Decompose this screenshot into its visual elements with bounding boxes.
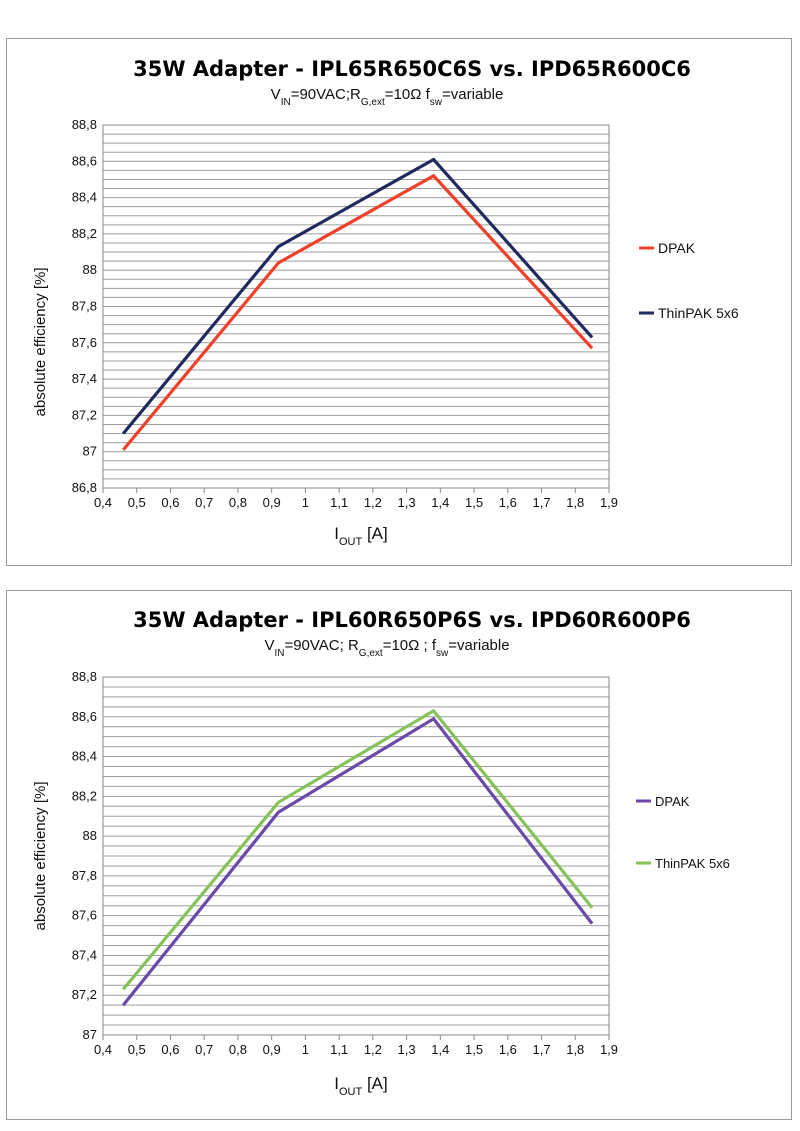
- chart-1-x-tick-label: 1: [302, 495, 309, 510]
- chart-1-x-tick-label: 1,6: [499, 495, 517, 510]
- chart-1-y-tick-label: 87,8: [72, 299, 97, 314]
- chart-1-y-tick-label: 88,2: [72, 226, 97, 241]
- chart-1-x-tick-label: 1,4: [431, 495, 449, 510]
- chart-2-axes: [102, 676, 610, 1036]
- chart-1-subtitle: VIN=90VAC;RG,ext=10Ω fsw=variable: [271, 86, 504, 108]
- chart-1-x-tick-label: 0,6: [161, 495, 179, 510]
- chart-1-y-tick-label: 88,8: [72, 117, 97, 132]
- chart-2-y-axis-label: absolute efficiency [%]: [32, 782, 49, 931]
- chart-2-x-tick-label: 0,7: [195, 1042, 213, 1057]
- chart-1-x-tick-label: 1,9: [600, 495, 618, 510]
- chart-1-plot-frame: [102, 124, 610, 489]
- chart-1-x-tick-label: 1,7: [532, 495, 550, 510]
- chart-2-y-tick-label: 88: [83, 828, 97, 843]
- chart-1-x-tick-label: 1,3: [398, 495, 416, 510]
- chart-2-x-tick-label: 1,1: [330, 1042, 348, 1057]
- chart-1-x-tick-label: 1,2: [364, 495, 382, 510]
- chart-2-plot-frame: [102, 676, 610, 1036]
- chart-1-legend-label-thinpak: ThinPAK 5x6: [658, 305, 739, 321]
- chart-2-series: [121, 708, 594, 1007]
- chart-2-y-tick-label: 87,4: [72, 947, 97, 962]
- chart-2-y-tick-label: 87,2: [72, 987, 97, 1002]
- chart-1-axes: [102, 124, 610, 489]
- chart-1-series-line-thinpak: [121, 157, 594, 435]
- chart-2-subtitle: VIN=90VAC; RG,ext=10Ω ; fsw=variable: [264, 637, 509, 659]
- chart-1-x-tick-label: 0,4: [94, 495, 112, 510]
- chart-2-x-axis-label: IOUT [A]: [334, 1074, 387, 1098]
- chart-2-x-tick-label: 1,9: [600, 1042, 618, 1057]
- chart-2-x-tick-label: 1,2: [364, 1042, 382, 1057]
- chart-2-x-tick-label: 0,5: [128, 1042, 146, 1057]
- chart-2-x-tick-label: 1,8: [566, 1042, 584, 1057]
- chart-1-x-tick-label: 0,7: [195, 495, 213, 510]
- chart-1-x-tick-label: 1,8: [566, 495, 584, 510]
- chart-1-x-tick-label: 1,5: [465, 495, 483, 510]
- chart-2-y-tick-label: 88,6: [72, 709, 97, 724]
- chart-1-svg: 35W Adapter - IPL65R650C6S vs. IPD65R600…: [32, 57, 739, 548]
- chart-1-x-tick-label: 1,1: [330, 495, 348, 510]
- chart-2-legend-label-dpak: DPAK: [655, 794, 690, 809]
- chart-1-gridlines: [103, 124, 609, 489]
- chart-2-legend-label-thinpak: ThinPAK 5x6: [655, 856, 730, 871]
- chart-2-y-tick-label: 87,6: [72, 908, 97, 923]
- chart-2-x-tick-label: 0,4: [94, 1042, 112, 1057]
- chart-2-x-tick-label: 1,7: [532, 1042, 550, 1057]
- chart-2-y-tick-label: 88,4: [72, 749, 97, 764]
- chart-1-ticks: 86,8 87 87,2 87,4 87,6 87,8 88 88,2 88,4 88,6 88,8…: [72, 117, 618, 510]
- chart-1-legend-item-thinpak: ThinPAK 5x6: [639, 305, 739, 321]
- chart-1-series: [121, 157, 594, 451]
- chart-2-y-tick-label: 87: [83, 1027, 97, 1042]
- chart-2-svg: 35W Adapter - IPL60R650P6S vs. IPD60R600…: [32, 608, 730, 1098]
- chart-1-y-tick-label: 87,6: [72, 335, 97, 350]
- chart-2-x-tick-label: 0,6: [161, 1042, 179, 1057]
- chart-2-y-tick-label: 87,8: [72, 868, 97, 883]
- chart-2-x-tick-label: 1,5: [465, 1042, 483, 1057]
- chart-2-legend: DPAK ThinPAK 5x6: [636, 794, 730, 871]
- chart-1-y-tick-label: 88,6: [72, 153, 97, 168]
- chart-1-legend-item-dpak: DPAK: [639, 240, 696, 256]
- chart-1-y-axis-label: absolute efficiency [%]: [32, 268, 49, 417]
- chart-2-x-tick-label: 1,3: [398, 1042, 416, 1057]
- chart-2-x-tick-label: 0,8: [229, 1042, 247, 1057]
- chart-panel-1: 35W Adapter - IPL65R650C6S vs. IPD65R600…: [6, 38, 792, 566]
- chart-2-y-tick-label: 88,8: [72, 669, 97, 684]
- chart-2-x-tick-label: 1,6: [499, 1042, 517, 1057]
- chart-2-y-tick-label: 88,2: [72, 788, 97, 803]
- chart-2-title: 35W Adapter - IPL60R650P6S vs. IPD60R600…: [133, 608, 691, 632]
- chart-1-y-tick-label: 87,2: [72, 407, 97, 422]
- chart-1-legend: DPAK ThinPAK 5x6: [639, 240, 739, 321]
- chart-2-x-tick-label: 1: [302, 1042, 309, 1057]
- chart-1-series-line-dpak: [121, 173, 594, 451]
- chart-1-y-tick-label: 88,4: [72, 190, 97, 205]
- chart-1-legend-label-dpak: DPAK: [658, 240, 696, 256]
- chart-2-x-tick-label: 1,4: [431, 1042, 449, 1057]
- chart-1-x-axis-label: IOUT [A]: [334, 524, 387, 548]
- chart-panel-2: 35W Adapter - IPL60R650P6S vs. IPD60R600…: [6, 590, 792, 1120]
- chart-1-x-tick-label: 0,9: [263, 495, 281, 510]
- chart-2-legend-item-thinpak: ThinPAK 5x6: [636, 856, 730, 871]
- chart-1-y-tick-label: 87: [83, 444, 97, 459]
- chart-1-y-tick-label: 87,4: [72, 371, 97, 386]
- chart-2-x-tick-label: 0,9: [263, 1042, 281, 1057]
- chart-1-y-tick-label: 86,8: [72, 480, 97, 495]
- chart-2-gridlines: [103, 676, 609, 1036]
- chart-1-y-tick-label: 88: [83, 262, 97, 277]
- chart-2-series-line-dpak: [121, 716, 594, 1007]
- chart-2-series-line-thinpak: [121, 708, 594, 991]
- chart-2-ticks: 87 87,2 87,4 87,6 87,8 88 88,2 88,4 88,6 88,8 0,4 0…: [72, 669, 618, 1057]
- chart-1-x-tick-label: 0,5: [128, 495, 146, 510]
- chart-1-x-tick-label: 0,8: [229, 495, 247, 510]
- chart-2-legend-item-dpak: DPAK: [636, 794, 690, 809]
- chart-1-title: 35W Adapter - IPL65R650C6S vs. IPD65R600…: [133, 57, 691, 81]
